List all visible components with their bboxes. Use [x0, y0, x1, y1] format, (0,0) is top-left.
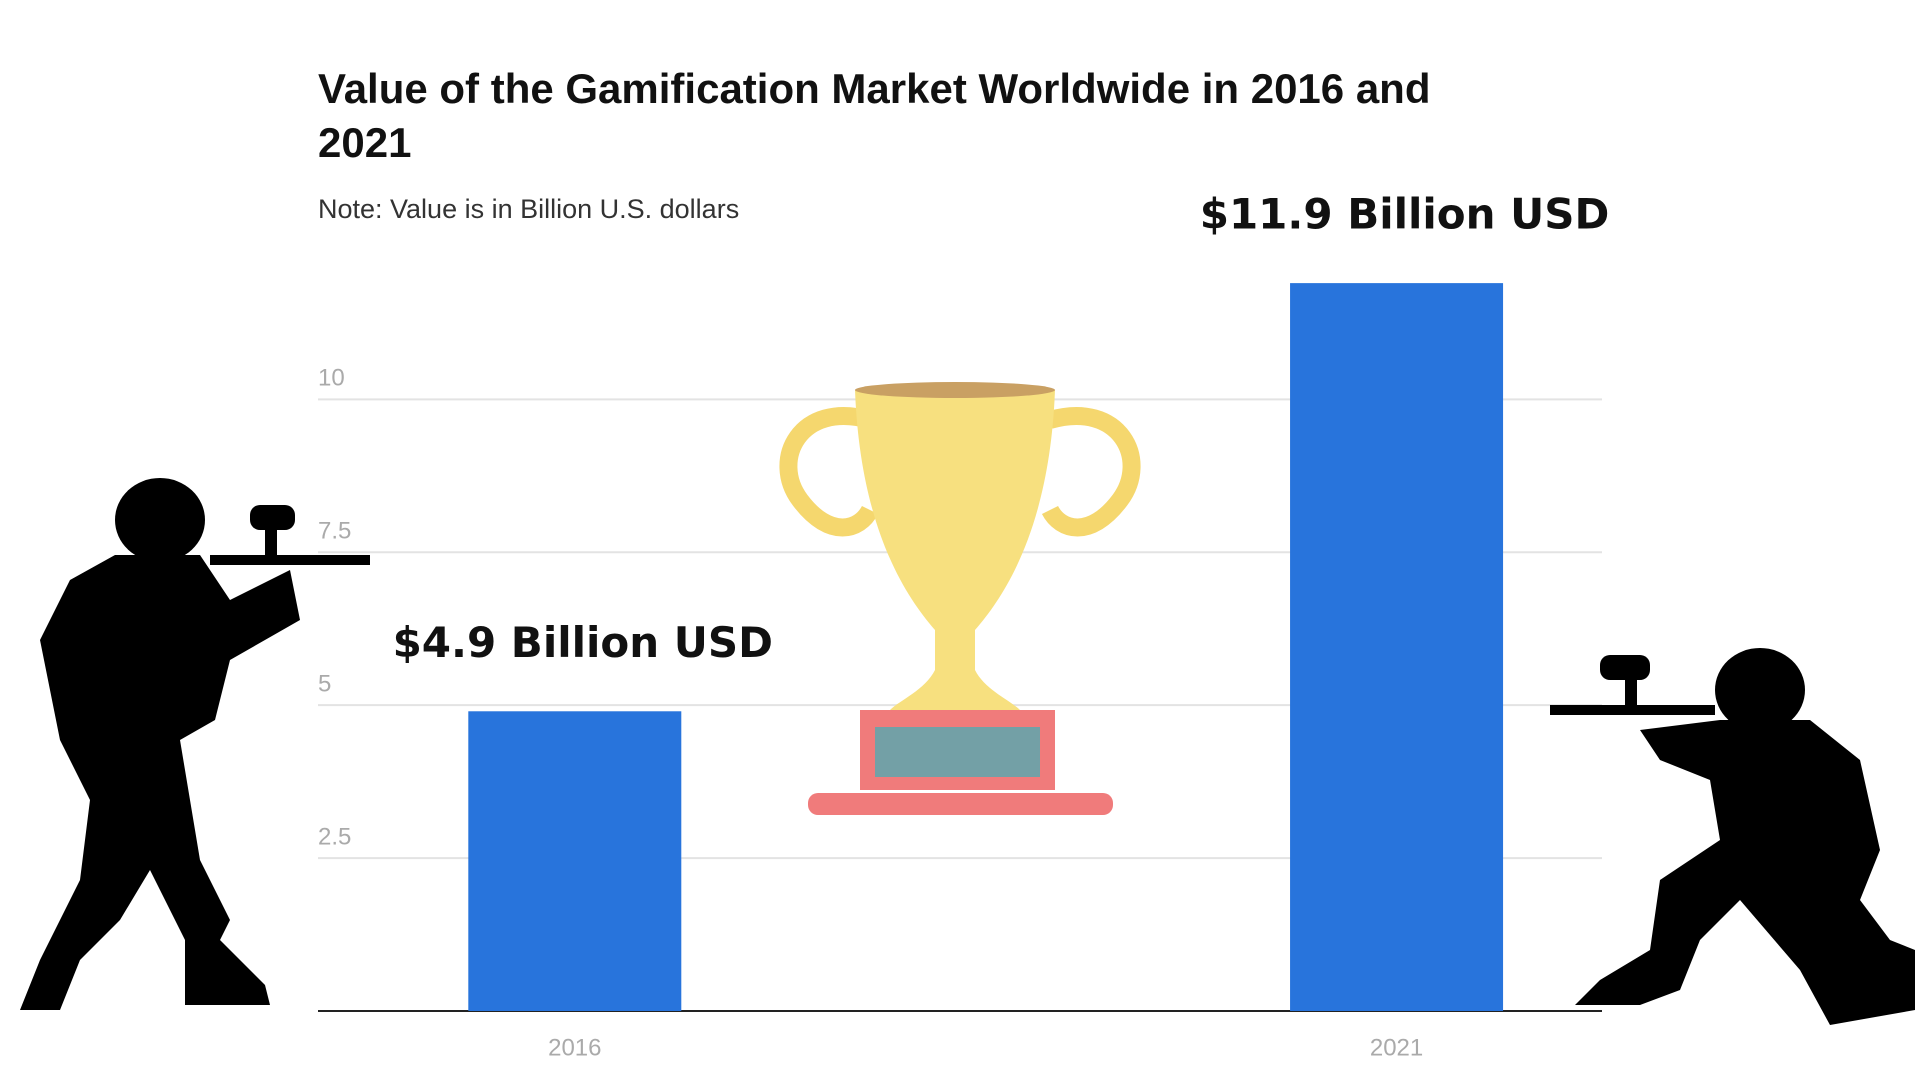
y-tick-label: 5 [318, 671, 331, 698]
value-label: $4.9 Billion USD [393, 618, 773, 667]
value-label: $11.9 Billion USD [1200, 190, 1610, 239]
chart-subtitle: Note: Value is in Billion U.S. dollars [318, 194, 740, 224]
y-tick-label: 7.5 [318, 518, 351, 545]
soldier-right [1550, 648, 1915, 1025]
bar [1290, 283, 1504, 1011]
chart-title: Value of the Gamification Market Worldwi… [318, 65, 1431, 166]
trophy [779, 382, 1141, 815]
bar [468, 711, 682, 1011]
x-tick-label: 2021 [1370, 1034, 1423, 1061]
x-tick-label: 2016 [548, 1034, 601, 1061]
y-tick-label: 10 [318, 365, 345, 392]
y-tick-label: 2.5 [318, 823, 351, 850]
soldier-left [20, 478, 370, 1010]
